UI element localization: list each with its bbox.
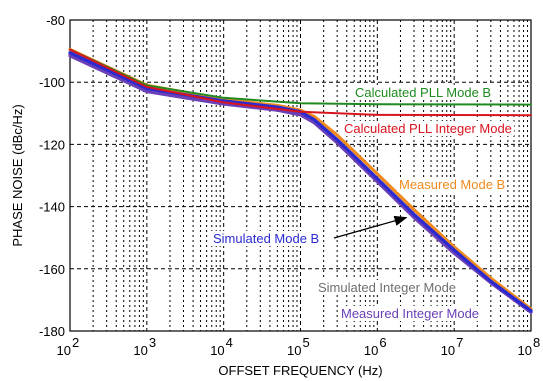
x-axis-label: OFFSET FREQUENCY (Hz) xyxy=(218,363,382,378)
x-tick-exponent: 6 xyxy=(379,335,386,350)
x-tick-exponent: 2 xyxy=(72,335,79,350)
x-tick-base: 10 xyxy=(287,343,301,358)
x-tick-base: 10 xyxy=(518,343,532,358)
annotation-label: Calculated PLL Mode B xyxy=(355,85,491,100)
x-tick-exponent: 7 xyxy=(456,335,463,350)
y-tick-label: -140 xyxy=(39,200,65,215)
annotation-label: Calculated PLL Integer Mode xyxy=(344,121,512,136)
annotation-backdrop xyxy=(353,85,494,100)
annotation-label: Simulated Mode B xyxy=(213,231,319,246)
x-tick-base: 10 xyxy=(364,343,378,358)
annotation-arrow xyxy=(333,215,408,239)
x-tick-exponent: 8 xyxy=(533,335,540,350)
series-measured-mode-b xyxy=(68,47,533,311)
annotation-backdrop xyxy=(397,177,508,192)
x-tick-label: 106 xyxy=(364,335,387,358)
x-tick-label: 105 xyxy=(287,335,310,358)
x-tick-base: 10 xyxy=(57,343,71,358)
x-tick-exponent: 5 xyxy=(303,335,310,350)
annotation-layer: Calculated PLL Mode B Calculated PLL Inte… xyxy=(211,85,514,321)
x-tick-label: 103 xyxy=(133,335,156,358)
annotation-backdrop xyxy=(316,280,459,295)
x-tick-label: 107 xyxy=(441,335,464,358)
series-calculated-pll-integer-mode xyxy=(69,48,532,117)
annotation-backdrop xyxy=(342,121,514,136)
y-tick-label: -160 xyxy=(39,262,65,277)
x-tick-base: 10 xyxy=(441,343,455,358)
grid-lines xyxy=(70,20,531,331)
x-tick-base: 10 xyxy=(133,343,147,358)
annotation-label: Simulated Integer Mode xyxy=(318,280,456,295)
series-layer xyxy=(68,47,533,314)
x-tick-exponent: 4 xyxy=(226,335,233,350)
series-calculated-pll-mode-b xyxy=(69,48,532,106)
series-measured-integer-mode xyxy=(68,54,533,314)
annotation-backdrop xyxy=(339,306,482,321)
y-tick-label: -80 xyxy=(46,13,65,28)
annotation-backdrop xyxy=(211,231,322,246)
annotation-label: Measured Mode B xyxy=(399,177,505,192)
plot-frame xyxy=(69,19,532,332)
x-tick-label: 108 xyxy=(518,335,541,358)
y-axis-label: PHASE NOISE (dBc/Hz) xyxy=(10,104,25,246)
x-tick-base: 10 xyxy=(210,343,224,358)
y-tick-label: -120 xyxy=(39,137,65,152)
y-tick-label: -180 xyxy=(39,324,65,339)
x-tick-exponent: 3 xyxy=(149,335,156,350)
x-tick-label: 102 xyxy=(57,335,80,358)
y-tick-label: -100 xyxy=(39,75,65,90)
x-tick-label: 104 xyxy=(210,335,233,358)
annotation-label: Measured Integer Mode xyxy=(341,306,479,321)
y-tick-labels: -80 -100 -120 -140 -160 -180 xyxy=(39,13,65,339)
